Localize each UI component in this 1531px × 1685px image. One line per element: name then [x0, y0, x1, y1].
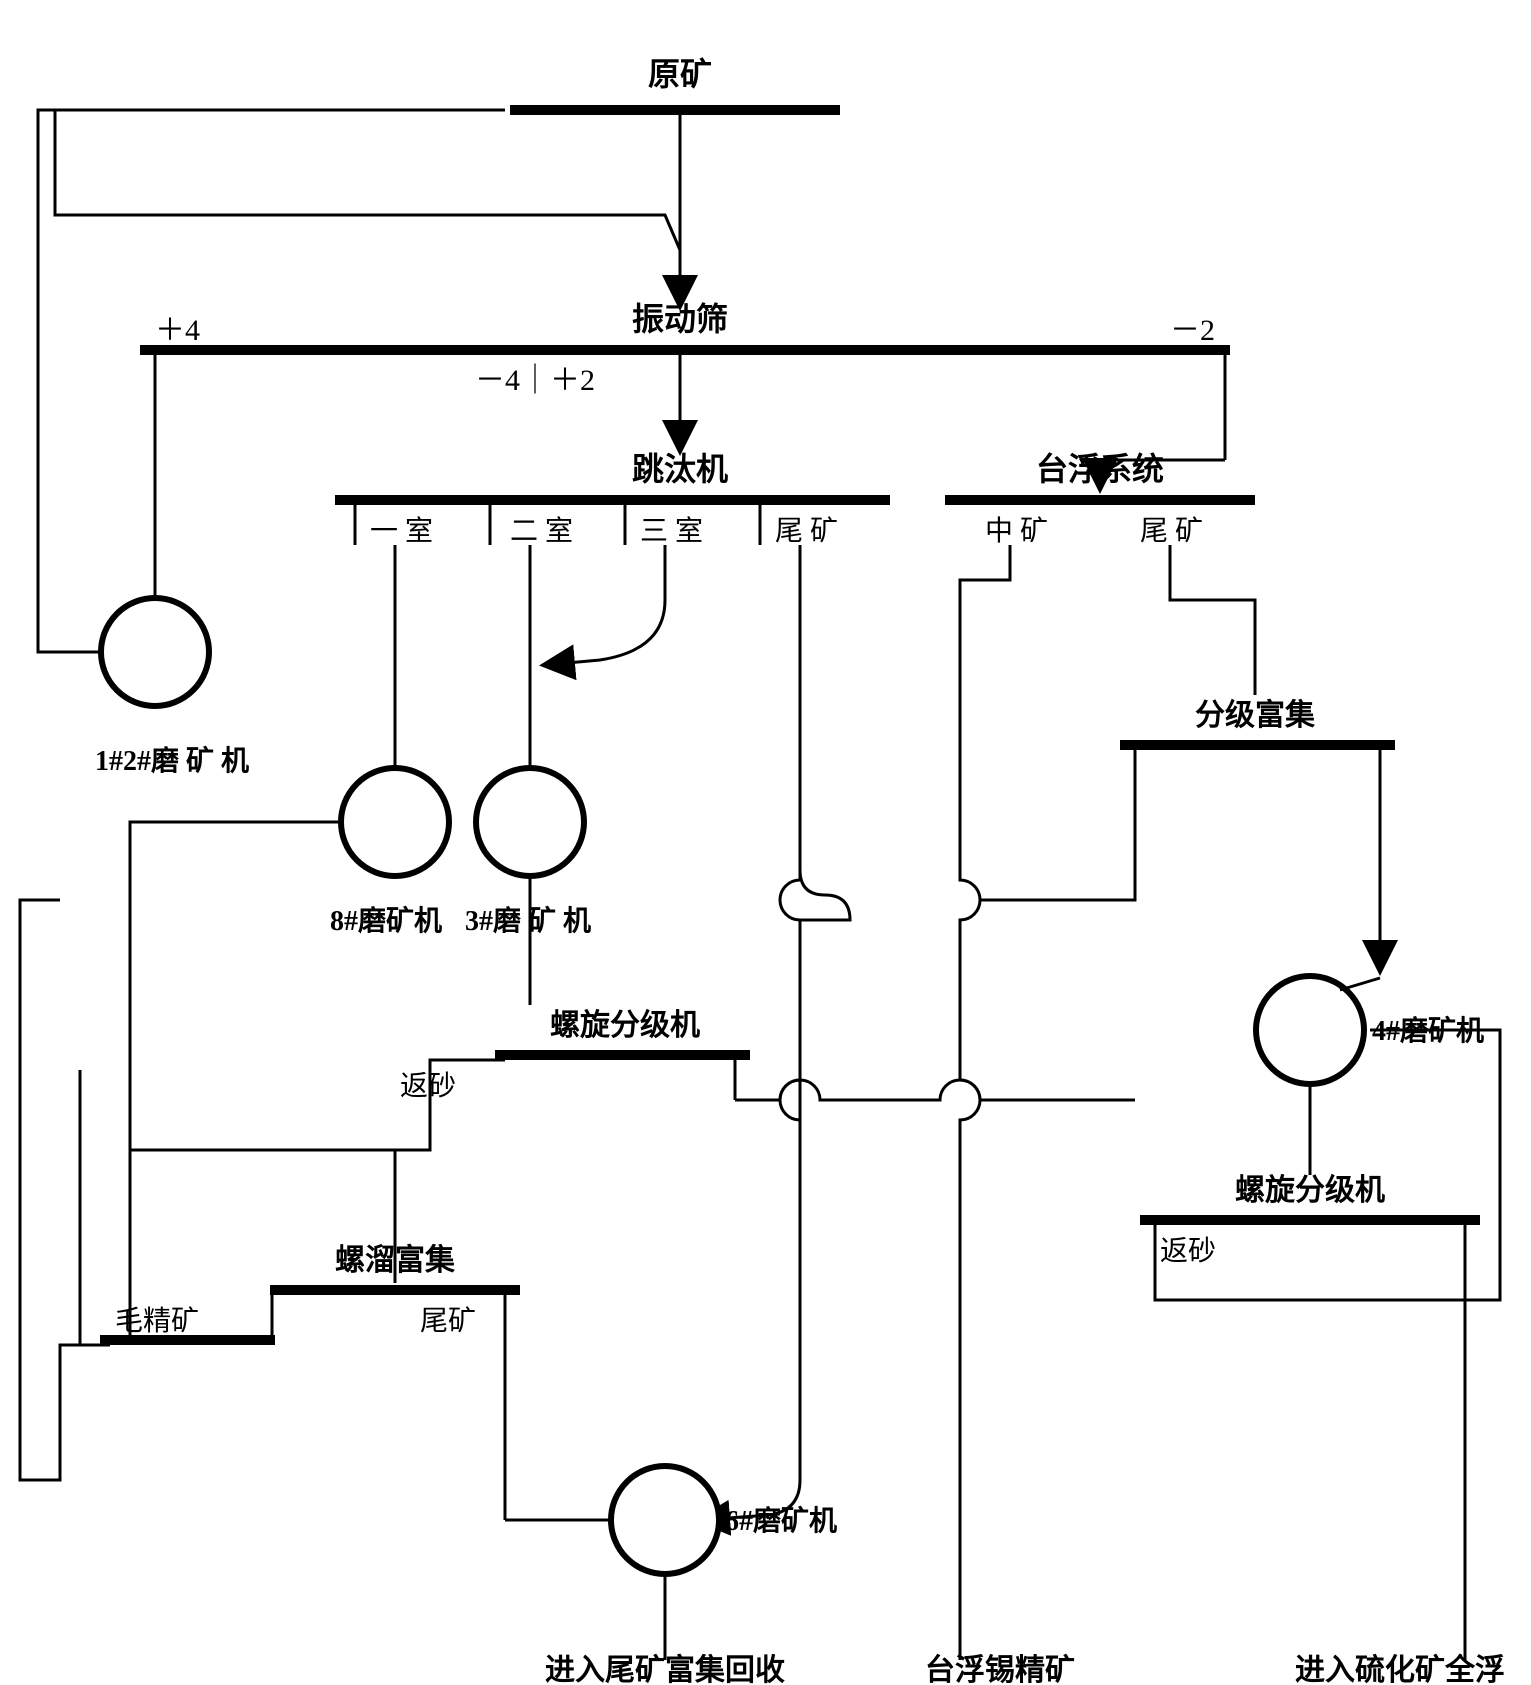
spiral-classifier2-label: 螺旋分级机	[1235, 1174, 1385, 1207]
line-return-to-screen	[55, 110, 680, 250]
line-jig-tail-main	[780, 545, 800, 1480]
middlings-label: 中 矿	[985, 515, 1048, 547]
out-sulfide-label: 进入硫化矿全浮	[1295, 1653, 1505, 1685]
jig-label: 跳汰机	[632, 451, 728, 487]
return-sand-label: 返砂	[400, 1070, 456, 1102]
jig-tailings-label: 尾 矿	[775, 515, 838, 547]
mill-4-circle	[1256, 976, 1364, 1084]
mill-6-circle	[611, 1466, 719, 1574]
line-roughconc-return	[20, 900, 110, 1480]
rough-conc-label: 毛精矿	[115, 1305, 199, 1337]
line-middlings-down	[960, 545, 1010, 1660]
line-roughconc-return2	[80, 1070, 110, 1345]
chamber2-label: 二 室	[510, 515, 573, 547]
chamber1-label: 一 室	[370, 515, 433, 547]
mill-3-circle	[476, 768, 584, 876]
mill-6-label: 6#磨矿机	[725, 1505, 837, 1537]
line-c3-merge	[545, 545, 665, 665]
table-float-label: 台浮系统	[1036, 451, 1164, 487]
class-enrich-label: 分级富集	[1195, 698, 1316, 732]
mill-8-circle	[341, 768, 449, 876]
minus4plus2-label: －4｜＋2	[475, 364, 595, 397]
chamber3-label: 三 室	[640, 515, 703, 547]
mill-12-circle	[101, 598, 209, 706]
line-mill8-out	[130, 822, 341, 1070]
spiral-enrich-tail-label: 尾矿	[420, 1305, 476, 1337]
line-table-tail-down	[1170, 545, 1255, 695]
out-tailings-recovery-label: 进入尾矿富集回收	[545, 1653, 785, 1685]
mill-8-label: 8#磨矿机	[330, 905, 442, 937]
line-jig-tail-down	[800, 545, 850, 1465]
vibrating-screen-label: 振动筛	[632, 301, 728, 337]
mill-12-label: 1#2#磨 矿 机	[95, 745, 249, 777]
raw-ore-label: 原矿	[648, 56, 712, 92]
line-spiral-left-cross	[735, 1080, 1135, 1100]
line-mill12-return	[38, 110, 505, 652]
mill-3-label: 3#磨 矿 机	[465, 905, 591, 937]
spiral-classifier-label: 螺旋分级机	[550, 1009, 700, 1042]
line-classenrich-left	[980, 750, 1135, 900]
table-tailings-label: 尾 矿	[1140, 515, 1203, 547]
plus4-label: ＋4	[155, 314, 200, 347]
minus2-label: －2	[1170, 314, 1215, 347]
return-sand2-label: 返砂	[1160, 1235, 1216, 1267]
out-table-tin-label: 台浮锡精矿	[925, 1653, 1075, 1685]
